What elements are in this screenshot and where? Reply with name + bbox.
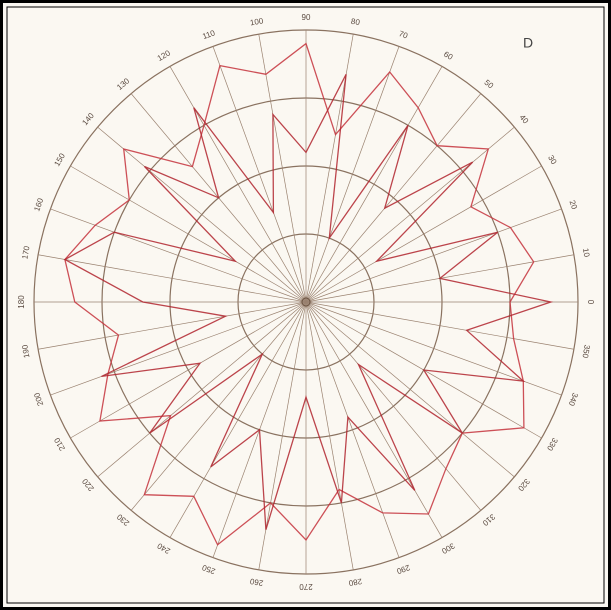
page: D 01020304050607080901001101201301401501… bbox=[0, 0, 611, 610]
angle-tick-label: 180 bbox=[17, 295, 26, 309]
angle-tick-label: 0 bbox=[586, 300, 595, 305]
angle-tick-label: 90 bbox=[302, 13, 311, 22]
angle-tick-label: 270 bbox=[299, 582, 313, 591]
chart: D 01020304050607080901001101201301401501… bbox=[0, 0, 611, 610]
chart-label: D bbox=[523, 35, 533, 51]
